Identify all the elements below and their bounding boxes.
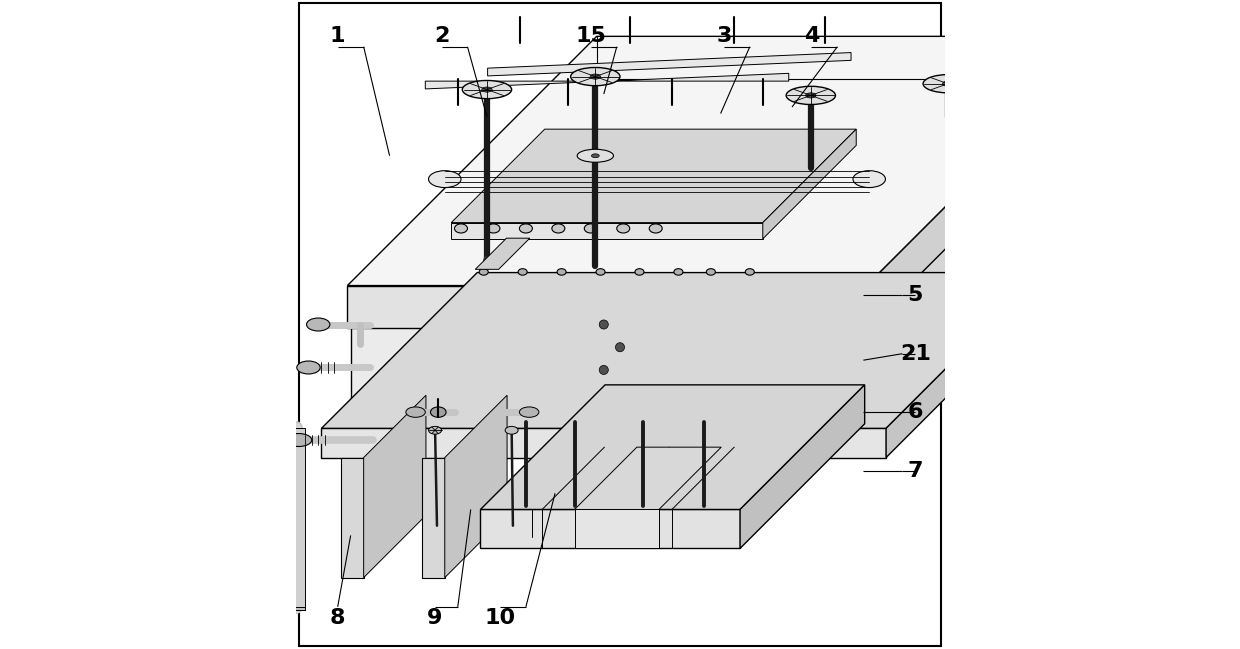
Ellipse shape — [1013, 274, 1025, 283]
Polygon shape — [1083, 302, 1105, 422]
Ellipse shape — [599, 365, 609, 374]
Text: 8: 8 — [330, 608, 346, 628]
Ellipse shape — [615, 343, 625, 352]
Ellipse shape — [296, 361, 320, 374]
Ellipse shape — [635, 269, 644, 275]
Ellipse shape — [455, 224, 467, 233]
Polygon shape — [887, 273, 1042, 458]
Polygon shape — [445, 395, 507, 578]
Text: 7: 7 — [908, 461, 923, 480]
Text: 5: 5 — [908, 286, 923, 305]
Text: 21: 21 — [900, 344, 931, 363]
Polygon shape — [480, 385, 864, 509]
Polygon shape — [321, 273, 1042, 428]
Text: 4: 4 — [804, 26, 820, 45]
Text: 9: 9 — [428, 608, 443, 628]
Polygon shape — [351, 118, 1044, 305]
Ellipse shape — [1068, 281, 1091, 294]
Ellipse shape — [650, 224, 662, 233]
Ellipse shape — [590, 74, 600, 79]
Ellipse shape — [463, 80, 512, 99]
Polygon shape — [1033, 239, 1096, 422]
Ellipse shape — [745, 269, 754, 275]
Text: 2: 2 — [434, 26, 449, 45]
Ellipse shape — [1068, 134, 1091, 147]
Polygon shape — [1011, 302, 1033, 422]
Ellipse shape — [552, 224, 565, 233]
Polygon shape — [451, 129, 857, 223]
Ellipse shape — [786, 86, 836, 104]
Ellipse shape — [518, 269, 527, 275]
Ellipse shape — [570, 67, 620, 86]
Ellipse shape — [429, 171, 461, 188]
Polygon shape — [574, 447, 722, 509]
Ellipse shape — [482, 87, 492, 92]
Ellipse shape — [285, 434, 311, 447]
Ellipse shape — [1017, 140, 1025, 149]
Polygon shape — [347, 286, 867, 328]
Ellipse shape — [520, 407, 539, 417]
Polygon shape — [857, 118, 1044, 419]
Ellipse shape — [596, 269, 605, 275]
Polygon shape — [347, 36, 1116, 286]
Ellipse shape — [430, 407, 446, 417]
Polygon shape — [763, 129, 857, 239]
Text: 15: 15 — [575, 26, 606, 45]
Ellipse shape — [1068, 174, 1091, 187]
Ellipse shape — [520, 224, 532, 233]
Ellipse shape — [923, 75, 972, 93]
Polygon shape — [451, 223, 763, 239]
Polygon shape — [867, 36, 1116, 328]
Ellipse shape — [405, 407, 425, 417]
Ellipse shape — [429, 426, 441, 434]
Polygon shape — [422, 458, 445, 578]
Ellipse shape — [487, 224, 500, 233]
Ellipse shape — [584, 224, 598, 233]
Ellipse shape — [673, 269, 683, 275]
Polygon shape — [475, 238, 529, 269]
Text: 1: 1 — [330, 26, 346, 45]
Ellipse shape — [505, 426, 518, 434]
Text: 3: 3 — [717, 26, 732, 45]
Ellipse shape — [942, 81, 952, 86]
Polygon shape — [425, 73, 789, 89]
Ellipse shape — [557, 269, 567, 275]
Polygon shape — [363, 395, 427, 578]
Polygon shape — [480, 509, 740, 548]
Polygon shape — [574, 509, 658, 548]
Polygon shape — [341, 458, 363, 578]
Ellipse shape — [707, 269, 715, 275]
Text: 6: 6 — [908, 402, 923, 422]
Ellipse shape — [306, 318, 330, 331]
Ellipse shape — [853, 171, 885, 188]
Ellipse shape — [577, 149, 614, 162]
Ellipse shape — [599, 320, 609, 329]
Polygon shape — [1105, 239, 1167, 422]
Bar — [289, 607, 305, 610]
Ellipse shape — [591, 154, 599, 158]
Text: 10: 10 — [485, 608, 516, 628]
Bar — [289, 428, 305, 610]
Polygon shape — [487, 53, 851, 76]
Ellipse shape — [479, 269, 489, 275]
Polygon shape — [321, 428, 887, 458]
Ellipse shape — [806, 93, 816, 98]
Polygon shape — [740, 385, 864, 548]
Ellipse shape — [616, 224, 630, 233]
Polygon shape — [351, 305, 857, 419]
